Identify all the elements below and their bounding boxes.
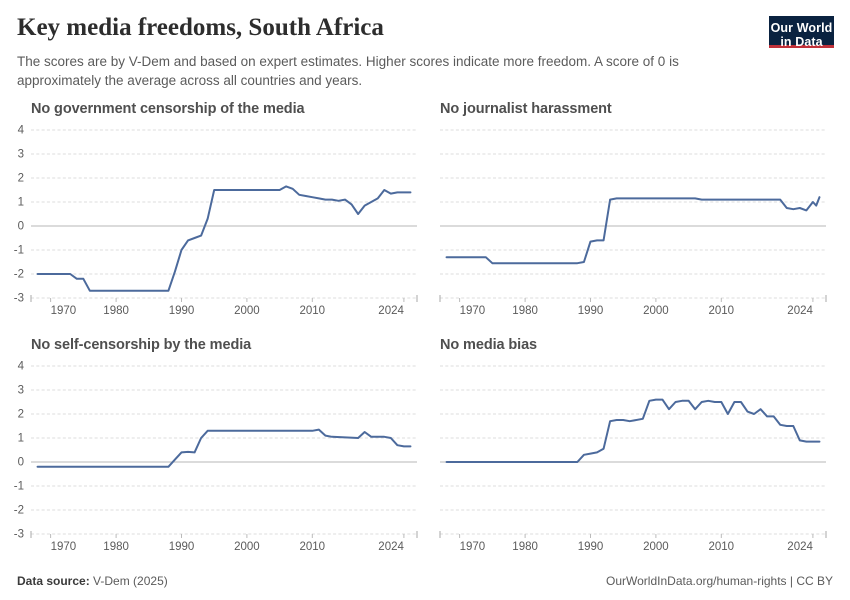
svg-text:1980: 1980 (512, 305, 538, 317)
svg-text:2024: 2024 (787, 305, 813, 317)
svg-text:2010: 2010 (300, 541, 326, 553)
svg-text:0: 0 (18, 221, 24, 233)
svg-text:2000: 2000 (234, 541, 260, 553)
svg-text:1990: 1990 (169, 305, 195, 317)
svg-text:-2: -2 (14, 269, 24, 281)
svg-text:2: 2 (18, 409, 24, 421)
svg-text:-3: -3 (14, 293, 24, 305)
svg-text:0: 0 (18, 457, 24, 469)
svg-text:2000: 2000 (643, 305, 669, 317)
svg-text:1: 1 (18, 197, 24, 209)
svg-text:1970: 1970 (460, 541, 486, 553)
svg-text:2010: 2010 (709, 541, 735, 553)
svg-text:2000: 2000 (234, 305, 260, 317)
svg-text:2024: 2024 (378, 541, 404, 553)
svg-text:3: 3 (18, 149, 24, 161)
svg-text:-3: -3 (14, 529, 24, 541)
svg-text:2000: 2000 (643, 541, 669, 553)
svg-text:-1: -1 (14, 245, 24, 257)
svg-text:1990: 1990 (169, 541, 195, 553)
svg-text:1: 1 (18, 433, 24, 445)
svg-text:1980: 1980 (103, 541, 129, 553)
svg-text:2010: 2010 (300, 305, 326, 317)
svg-text:2024: 2024 (378, 305, 404, 317)
svg-text:1980: 1980 (512, 541, 538, 553)
svg-text:4: 4 (18, 125, 25, 137)
svg-text:1990: 1990 (578, 541, 604, 553)
svg-text:1970: 1970 (51, 305, 77, 317)
svg-text:-1: -1 (14, 481, 24, 493)
svg-text:1970: 1970 (51, 541, 77, 553)
svg-text:1980: 1980 (103, 305, 129, 317)
svg-text:2: 2 (18, 173, 24, 185)
svg-text:1970: 1970 (460, 305, 486, 317)
svg-text:1990: 1990 (578, 305, 604, 317)
svg-text:2010: 2010 (709, 305, 735, 317)
svg-text:2024: 2024 (787, 541, 813, 553)
svg-text:4: 4 (18, 361, 25, 373)
svg-text:3: 3 (18, 385, 24, 397)
svg-text:-2: -2 (14, 505, 24, 517)
